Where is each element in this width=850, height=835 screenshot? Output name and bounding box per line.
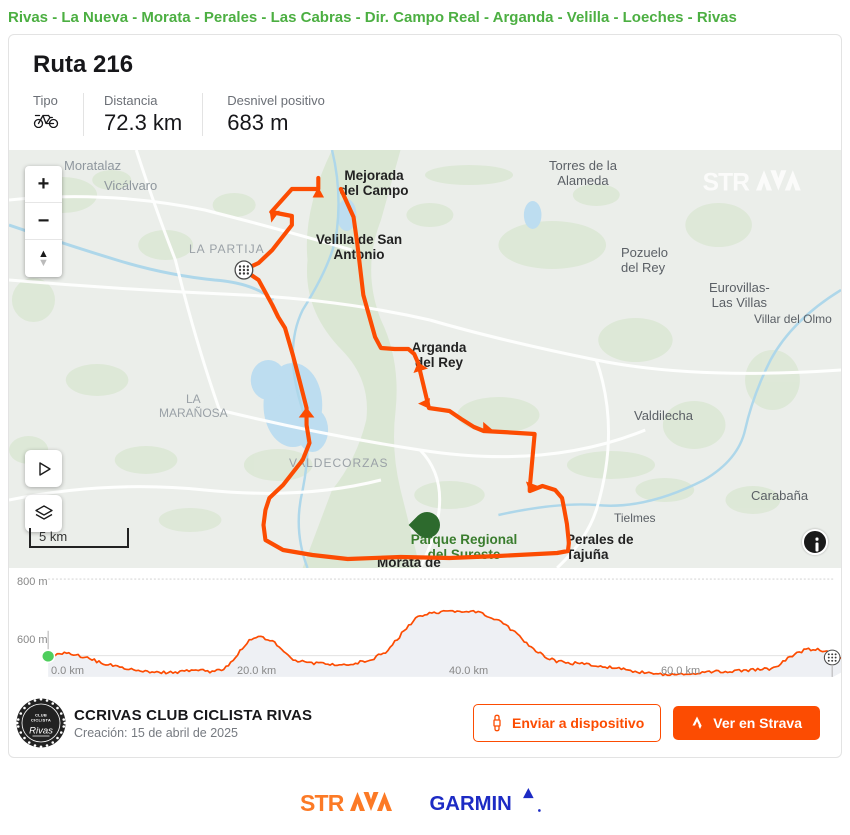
svg-text:Rivas: Rivas [29, 726, 53, 737]
svg-text:STR: STR [300, 790, 345, 816]
svg-text:CICLISTA: CICLISTA [31, 718, 51, 723]
svg-text:CLUB: CLUB [35, 713, 47, 718]
svg-text:GARMIN: GARMIN [430, 793, 512, 815]
